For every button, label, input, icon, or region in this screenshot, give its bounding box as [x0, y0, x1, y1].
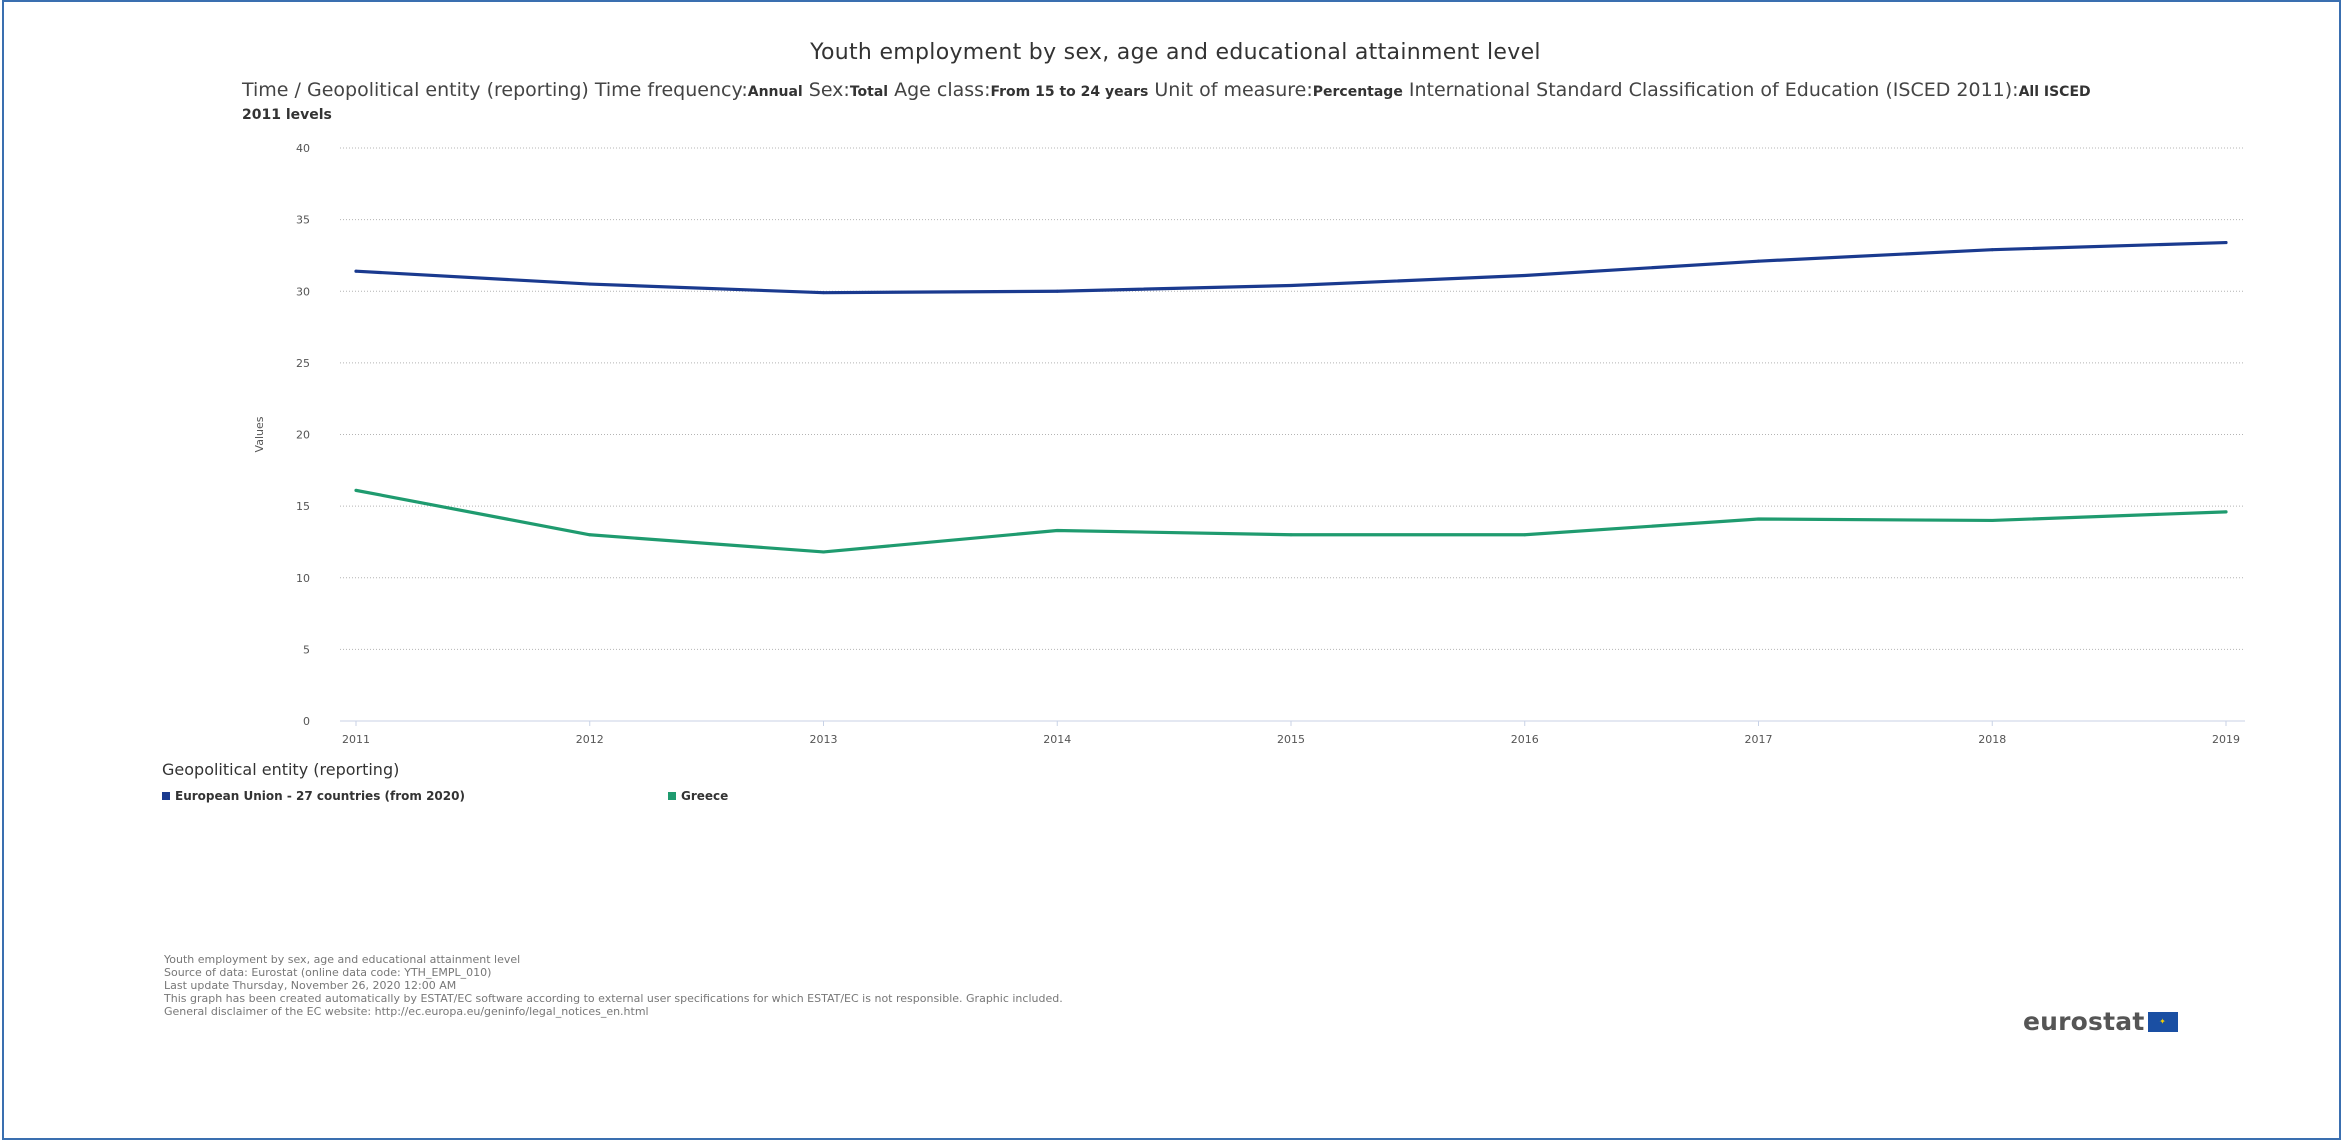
- data-point: [1055, 528, 1059, 532]
- eu-flag-icon: ✦: [2147, 1011, 2178, 1032]
- data-point: [1757, 517, 1760, 521]
- x-tick-label: 2013: [810, 733, 838, 746]
- y-tick-label: 20: [296, 429, 310, 442]
- legend-label-greece: Greece: [681, 789, 729, 803]
- footer-line-update: Last update Thursday, November 26, 2020 …: [164, 979, 457, 992]
- footer-line-source: Source of data: Eurostat (online data co…: [164, 966, 492, 979]
- y-tick-label: 30: [296, 285, 310, 298]
- chart-subtitle: Time / Geopolitical entity (reporting) T…: [242, 80, 2122, 126]
- series-line-1: [354, 488, 2228, 554]
- x-tick-label: 2015: [1277, 733, 1305, 746]
- data-point: [1289, 533, 1293, 537]
- chart-footer: Youth employment by sex, age and educati…: [164, 953, 1063, 1018]
- subtitle-label-sex: Sex:: [808, 79, 850, 101]
- subtitle-label-age: Age class:: [894, 79, 991, 101]
- data-point: [2224, 241, 2228, 245]
- data-point: [1523, 533, 1527, 537]
- eurostat-logo: eurostat ✦: [2023, 1007, 2178, 1036]
- subtitle-value-unit: Percentage: [1312, 84, 1403, 100]
- x-tick-label: 2012: [576, 733, 604, 746]
- y-tick-label: 10: [296, 572, 310, 585]
- legend-item-greece[interactable]: Greece: [668, 789, 728, 803]
- data-point: [1055, 289, 1059, 293]
- footer-line-title: Youth employment by sex, age and educati…: [164, 953, 521, 966]
- x-tick-label: 2016: [1511, 733, 1539, 746]
- data-point: [2224, 510, 2228, 514]
- subtitle-label-frequency: Time frequency:: [594, 79, 748, 101]
- data-point: [354, 269, 358, 273]
- y-tick-label: 40: [296, 142, 310, 155]
- footer-line-disclaimer: This graph has been created automaticall…: [164, 992, 1063, 1005]
- data-point: [1990, 248, 1994, 252]
- data-point: [1757, 259, 1760, 263]
- subtitle-value-sex: Total: [849, 84, 889, 100]
- legend-swatch-eu: [162, 792, 170, 800]
- x-tick-label: 2014: [1043, 733, 1071, 746]
- data-point: [354, 488, 358, 492]
- data-point: [1990, 518, 1994, 522]
- logo-text: eurostat: [2023, 1007, 2145, 1036]
- subtitle-label-geo: Time / Geopolitical entity (reporting): [242, 79, 589, 101]
- y-tick-label: 15: [296, 500, 310, 513]
- y-axis-label: Values: [253, 416, 266, 452]
- y-tick-label: 35: [296, 214, 310, 227]
- legend-swatch-greece: [668, 792, 676, 800]
- data-point: [822, 291, 825, 295]
- legend-label-eu: European Union - 27 countries (from 2020…: [175, 789, 465, 803]
- data-point: [588, 282, 592, 286]
- subtitle-value-isced: All ISCED 2011 levels: [242, 84, 2091, 123]
- data-point: [1289, 284, 1293, 288]
- x-tick-label: 2019: [2212, 733, 2240, 746]
- legend-item-eu[interactable]: European Union - 27 countries (from 2020…: [162, 789, 465, 803]
- x-tick-label: 2017: [1745, 733, 1773, 746]
- subtitle-value-age: From 15 to 24 years: [990, 84, 1149, 100]
- y-tick-label: 5: [303, 643, 310, 656]
- data-point: [822, 550, 825, 554]
- y-tick-label: 0: [303, 715, 310, 728]
- legend-title: Geopolitical entity (reporting): [162, 760, 400, 779]
- x-tick-label: 2018: [1978, 733, 2006, 746]
- subtitle-label-unit: Unit of measure:: [1154, 79, 1313, 101]
- data-point: [588, 533, 592, 537]
- x-tick-label: 2011: [342, 733, 370, 746]
- subtitle-value-frequency: Annual: [747, 84, 803, 100]
- footer-line-legal: General disclaimer of the EC website: ht…: [164, 1005, 649, 1018]
- data-point: [1523, 273, 1527, 277]
- y-tick-label: 25: [296, 357, 310, 370]
- subtitle-label-isced: International Standard Classification of…: [1408, 79, 2019, 101]
- chart-title: Youth employment by sex, age and educati…: [810, 40, 1541, 65]
